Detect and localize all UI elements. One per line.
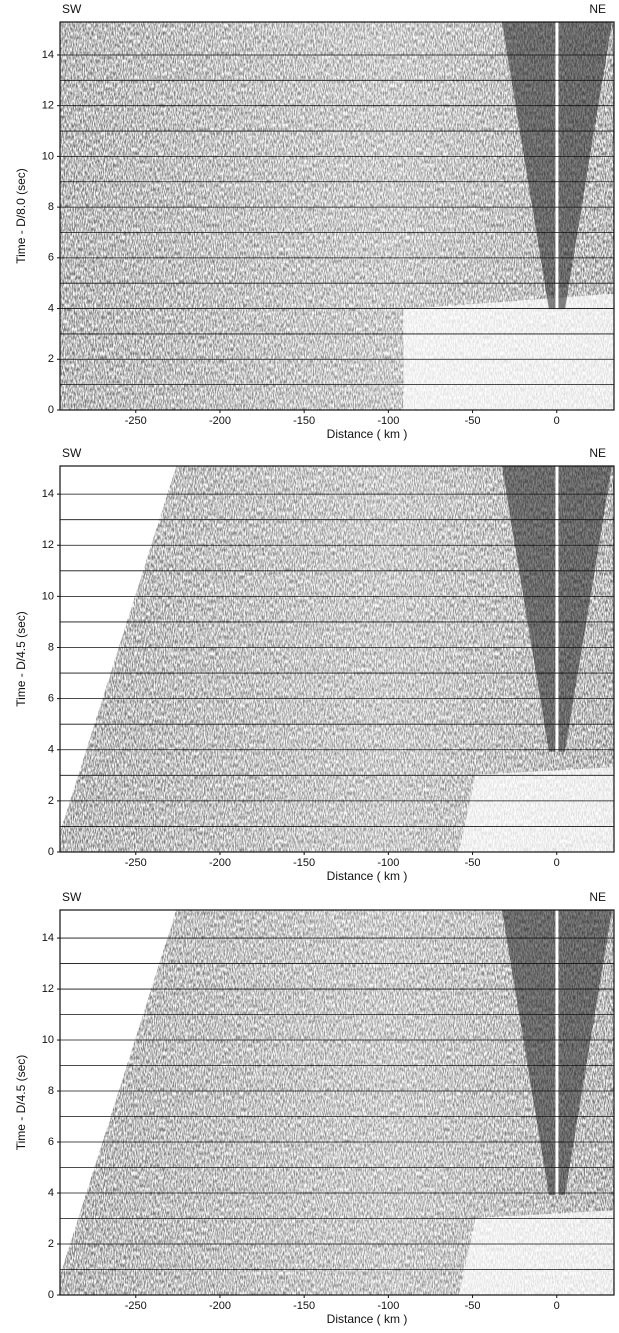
y-tick-label: 0 xyxy=(48,404,54,416)
y-axis-label: Time - D/4.5 (sec) xyxy=(14,611,28,707)
y-tick-label: 14 xyxy=(42,49,54,61)
seismic-image xyxy=(60,910,614,1295)
y-tick-label: 2 xyxy=(48,795,54,807)
seismic-image xyxy=(60,466,614,852)
x-tick-label: -150 xyxy=(293,1300,315,1312)
y-tick-label: 14 xyxy=(42,932,54,944)
y-tick-label: 2 xyxy=(48,353,54,365)
x-tick-label: -100 xyxy=(377,1300,399,1312)
blank-wedge xyxy=(60,910,177,1276)
x-tick-label: -200 xyxy=(209,857,231,869)
y-tick-label: 10 xyxy=(42,1034,54,1046)
x-tick-label: -150 xyxy=(293,857,315,869)
seismic-image xyxy=(60,22,614,410)
y-tick-label: 14 xyxy=(42,488,54,500)
plot-frame xyxy=(59,465,615,853)
direction-label: NE xyxy=(589,446,606,460)
y-axis-label: Time - D/8.0 (sec) xyxy=(14,168,28,264)
y-tick-label: 4 xyxy=(48,1187,54,1199)
plot-frame xyxy=(59,21,615,411)
x-tick-label: -250 xyxy=(125,857,147,869)
plot-frame xyxy=(59,909,615,1296)
y-tick-label: 6 xyxy=(48,1136,54,1148)
x-tick-label: -200 xyxy=(209,1300,231,1312)
y-tick-label: 0 xyxy=(48,846,54,858)
y-tick-label: 4 xyxy=(48,302,54,314)
x-tick-label: 0 xyxy=(554,857,560,869)
y-tick-label: 12 xyxy=(42,983,54,995)
y-tick-label: 8 xyxy=(48,1085,54,1097)
x-axis-label: Distance ( km ) xyxy=(327,869,408,883)
x-tick-label: -100 xyxy=(377,415,399,427)
y-tick-label: 6 xyxy=(48,693,54,705)
y-tick-label: 4 xyxy=(48,744,54,756)
direction-label: SW xyxy=(62,2,82,16)
y-tick-label: 8 xyxy=(48,641,54,653)
direction-label: NE xyxy=(589,890,606,904)
x-tick-label: -100 xyxy=(377,857,399,869)
x-axis-label: Distance ( km ) xyxy=(327,427,408,441)
y-axis-label: Time - D/4.5 (sec) xyxy=(14,1055,28,1151)
x-tick-label: -50 xyxy=(465,415,481,427)
x-tick-label: -150 xyxy=(293,415,315,427)
direction-label: NE xyxy=(589,2,606,16)
x-tick-label: -250 xyxy=(125,1300,147,1312)
y-tick-label: 2 xyxy=(48,1238,54,1250)
y-tick-label: 0 xyxy=(48,1289,54,1301)
quiet-zone xyxy=(458,1210,614,1295)
y-tick-label: 10 xyxy=(42,150,54,162)
x-tick-label: -250 xyxy=(125,415,147,427)
x-axis-label: Distance ( km ) xyxy=(327,1312,408,1326)
x-tick-label: -50 xyxy=(465,857,481,869)
y-tick-label: 12 xyxy=(42,539,54,551)
blank-wedge xyxy=(60,466,177,833)
direction-label: SW xyxy=(62,890,82,904)
y-tick-label: 6 xyxy=(48,252,54,264)
x-tick-label: 0 xyxy=(554,1300,560,1312)
y-tick-label: 10 xyxy=(42,590,54,602)
quiet-zone xyxy=(458,767,614,852)
y-tick-label: 12 xyxy=(42,100,54,112)
quiet-zone xyxy=(403,293,614,410)
x-tick-label: -50 xyxy=(465,1300,481,1312)
direction-label: SW xyxy=(62,446,82,460)
y-tick-label: 8 xyxy=(48,201,54,213)
x-tick-label: 0 xyxy=(554,415,560,427)
x-tick-label: -200 xyxy=(209,415,231,427)
